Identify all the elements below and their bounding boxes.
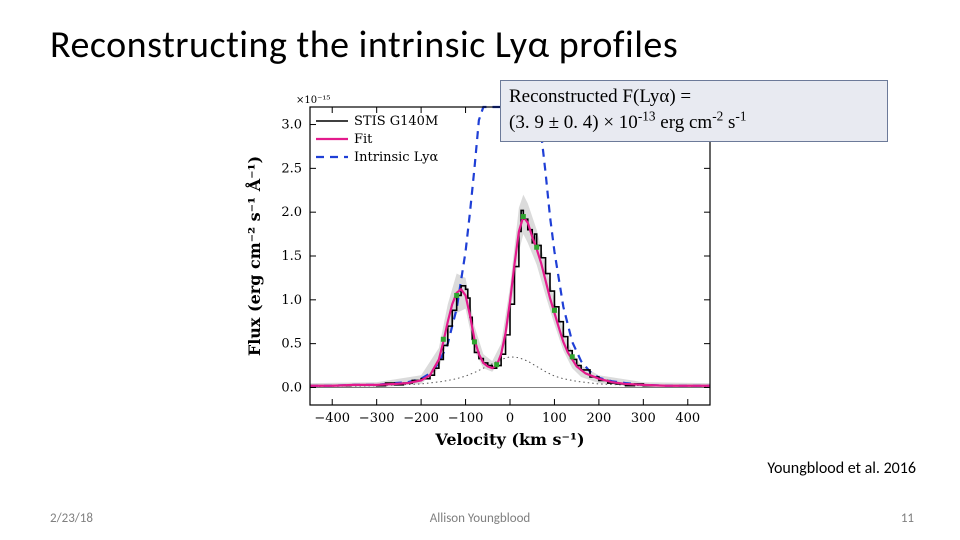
svg-text:1.5: 1.5 <box>281 249 302 264</box>
svg-text:Intrinsic Lyα: Intrinsic Lyα <box>354 150 438 165</box>
svg-text:3.0: 3.0 <box>281 118 302 133</box>
svg-text:0.5: 0.5 <box>281 337 302 352</box>
svg-text:−100: −100 <box>448 411 484 426</box>
citation-text: Youngblood et al. 2016 <box>767 459 916 478</box>
svg-text:0: 0 <box>506 411 514 426</box>
flux-callout-box: Reconstructed F(Lyα) = (3. 9 ± 0. 4) × 1… <box>500 80 888 142</box>
svg-text:−300: −300 <box>359 411 395 426</box>
svg-text:1.0: 1.0 <box>281 293 302 308</box>
svg-text:100: 100 <box>542 411 567 426</box>
svg-text:0.0: 0.0 <box>281 380 302 395</box>
page-title: Reconstructing the intrinsic Lyα profile… <box>50 22 678 68</box>
callout-line2: (3. 9 ± 0. 4) × 10-13 erg cm-2 s-1 <box>509 112 747 133</box>
svg-text:Fit: Fit <box>354 132 373 147</box>
footer-page: 11 <box>901 511 914 526</box>
svg-text:×10⁻¹⁵: ×10⁻¹⁵ <box>296 95 330 106</box>
svg-text:−200: −200 <box>403 411 439 426</box>
svg-text:Velocity (km s⁻¹): Velocity (km s⁻¹) <box>434 430 584 449</box>
svg-text:300: 300 <box>631 411 656 426</box>
svg-text:Flux (erg cm⁻² s⁻¹ Å⁻¹): Flux (erg cm⁻² s⁻¹ Å⁻¹) <box>243 156 264 356</box>
svg-text:200: 200 <box>586 411 611 426</box>
svg-text:2.5: 2.5 <box>281 161 302 176</box>
svg-text:2.0: 2.0 <box>281 205 302 220</box>
footer-author: Allison Youngblood <box>0 511 960 526</box>
callout-line1: Reconstructed F(Lyα) = <box>509 86 691 107</box>
svg-text:−400: −400 <box>314 411 350 426</box>
svg-text:STIS G140M: STIS G140M <box>354 114 438 129</box>
svg-text:400: 400 <box>675 411 700 426</box>
